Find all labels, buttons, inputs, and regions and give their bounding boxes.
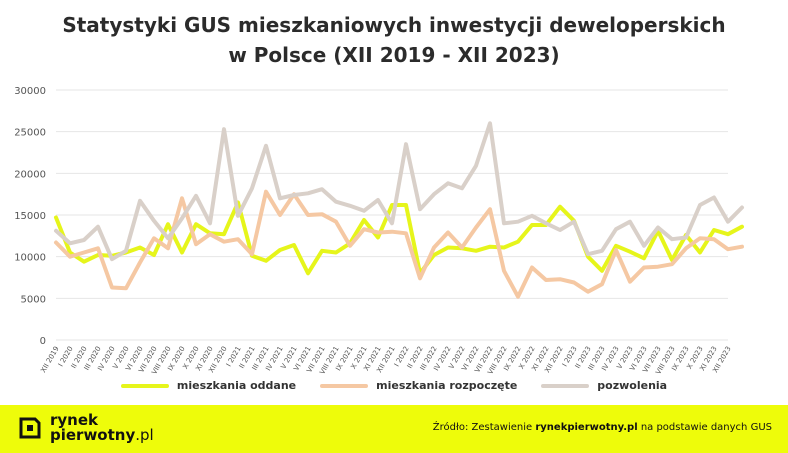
source-suffix: na podstawie danych GUS <box>637 422 772 433</box>
y-tick-label-0: 0 <box>40 336 46 347</box>
y-tick-label-30000: 30000 <box>14 86 46 97</box>
chart-legend: mieszkania oddane mieszkania rozpoczęte … <box>0 379 788 392</box>
legend-swatch-rozpoczete <box>320 383 369 388</box>
y-tick-label-20000: 20000 <box>14 169 46 180</box>
y-tick-label-5000: 5000 <box>21 294 46 305</box>
series-line-1 <box>54 189 744 299</box>
series-line-0 <box>54 200 744 276</box>
legend-swatch-oddane <box>120 383 169 388</box>
logo-wordmark: rynek pierwotny.pl <box>50 413 154 443</box>
footer-bar: rynek pierwotny.pl Źródło: Zestawienie r… <box>0 405 788 453</box>
chart-title: Statystyki GUS mieszkaniowych inwestycji… <box>0 10 788 70</box>
legend-item-oddane: mieszkania oddane <box>120 379 297 392</box>
logo-line-2: pierwotny <box>50 426 136 444</box>
source-link[interactable]: rynekpierwotny.pl <box>535 422 638 433</box>
legend-label-oddane: mieszkania oddane <box>176 379 297 392</box>
series-line-2 <box>54 121 744 262</box>
y-tick-label-15000: 15000 <box>14 211 46 222</box>
logo-ext: .pl <box>135 426 154 444</box>
legend-label-pozwolenia: pozwolenia <box>597 379 668 392</box>
source-note: Źródło: Zestawienie rynekpierwotny.pl na… <box>433 422 772 433</box>
chart-title-line-2: w Polsce (XII 2019 - XII 2023) <box>228 43 560 67</box>
legend-label-rozpoczete: mieszkania rozpoczęte <box>376 379 518 392</box>
chart-title-line-1: Statystyki GUS mieszkaniowych inwestycji… <box>62 13 726 37</box>
legend-item-rozpoczete: mieszkania rozpoczęte <box>320 379 517 392</box>
brand-logo[interactable]: rynek pierwotny.pl <box>18 413 154 443</box>
x-tick-label-0: XII 2019 <box>39 345 60 374</box>
y-tick-label-25000: 25000 <box>14 128 46 139</box>
legend-swatch-pozwolenia <box>541 383 590 388</box>
logo-mark-icon <box>19 417 41 439</box>
legend-item-pozwolenia: pozwolenia <box>541 379 667 392</box>
source-prefix: Źródło: Zestawienie <box>432 422 536 433</box>
y-tick-label-10000: 10000 <box>14 253 46 264</box>
logo-line-1: rynek <box>50 411 99 429</box>
